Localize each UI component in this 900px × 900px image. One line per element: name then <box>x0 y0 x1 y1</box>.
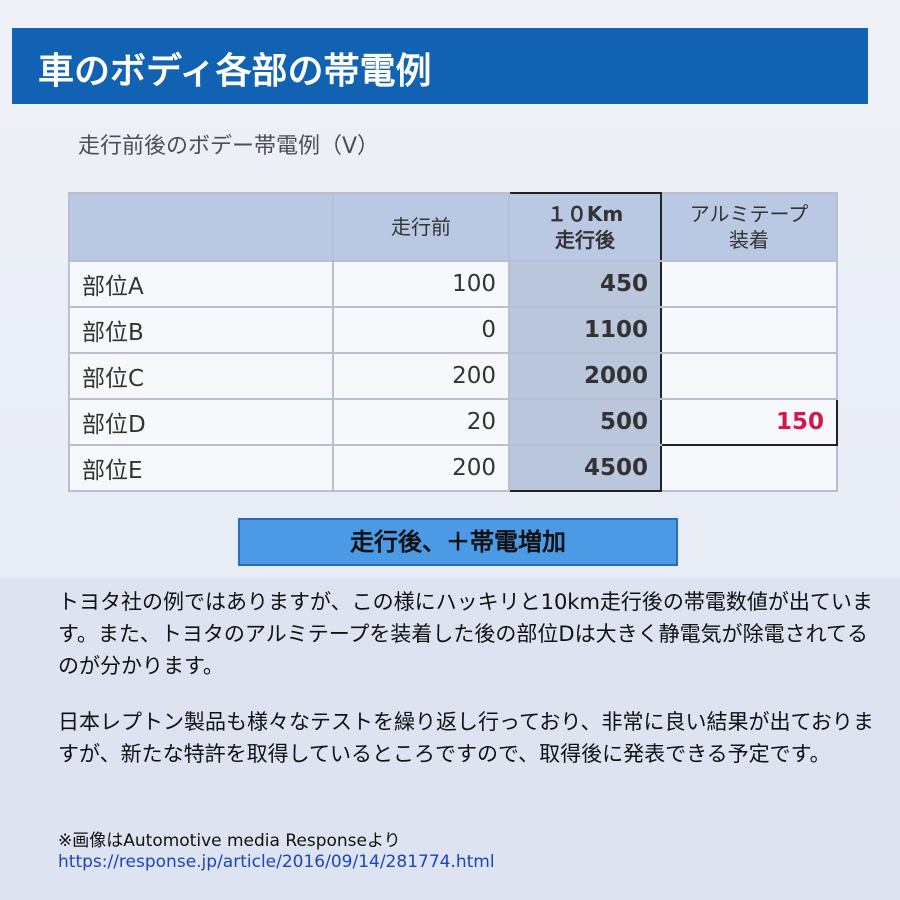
charge-increase-banner: 走行後、＋帯電増加 <box>238 518 678 566</box>
table-row: 部位A 100 450 <box>68 260 838 308</box>
after-cell: 500 <box>508 398 662 446</box>
table-row: 部位B 0 1100 <box>68 306 838 354</box>
part-cell: 部位D <box>68 398 334 446</box>
charge-table: 走行前 １０Km 走行後 アルミテープ 装着 部位A 100 450 部位B 0 1100 … <box>68 192 838 492</box>
table-row: 部位C 200 2000 <box>68 352 838 400</box>
header-empty <box>68 192 334 262</box>
before-cell: 100 <box>332 260 510 308</box>
tape-cell <box>660 306 838 354</box>
page-title: 車のボディ各部の帯電例 <box>38 51 432 92</box>
tape-cell-highlight: 150 <box>660 398 838 446</box>
part-cell: 部位A <box>68 260 334 308</box>
image-credit: ※画像はAutomotive media Responseより <box>58 831 401 851</box>
table-header-row: 走行前 １０Km 走行後 アルミテープ 装着 <box>68 192 838 262</box>
tape-cell <box>660 260 838 308</box>
tape-cell <box>660 352 838 400</box>
part-cell: 部位B <box>68 306 334 354</box>
table-row: 部位D 20 500 150 <box>68 398 838 446</box>
header-before: 走行前 <box>332 192 510 262</box>
paragraph-toyota: トヨタ社の例ではありますが、この様にハッキリと10km走行後の帯電数値が出ていま… <box>58 590 873 678</box>
table-row: 部位E 200 4500 <box>68 444 838 492</box>
part-cell: 部位E <box>68 444 334 492</box>
source-link[interactable]: https://response.jp/article/2016/09/14/2… <box>58 852 495 872</box>
before-cell: 200 <box>332 352 510 400</box>
before-cell: 20 <box>332 398 510 446</box>
table-caption: 走行前後のボデー帯電例（V） <box>78 134 380 159</box>
after-cell: 4500 <box>508 444 662 492</box>
after-cell: 1100 <box>508 306 662 354</box>
title-bar: 車のボディ各部の帯電例 <box>12 28 868 104</box>
after-cell: 2000 <box>508 352 662 400</box>
before-cell: 200 <box>332 444 510 492</box>
header-tape: アルミテープ 装着 <box>660 192 838 262</box>
paragraph-lepton: 日本レプトン製品も様々なテストを繰り返し行っており、非常に良い結果が出ております… <box>58 710 874 766</box>
tape-cell <box>660 444 838 492</box>
after-cell: 450 <box>508 260 662 308</box>
before-cell: 0 <box>332 306 510 354</box>
header-after: １０Km 走行後 <box>508 192 662 262</box>
part-cell: 部位C <box>68 352 334 400</box>
